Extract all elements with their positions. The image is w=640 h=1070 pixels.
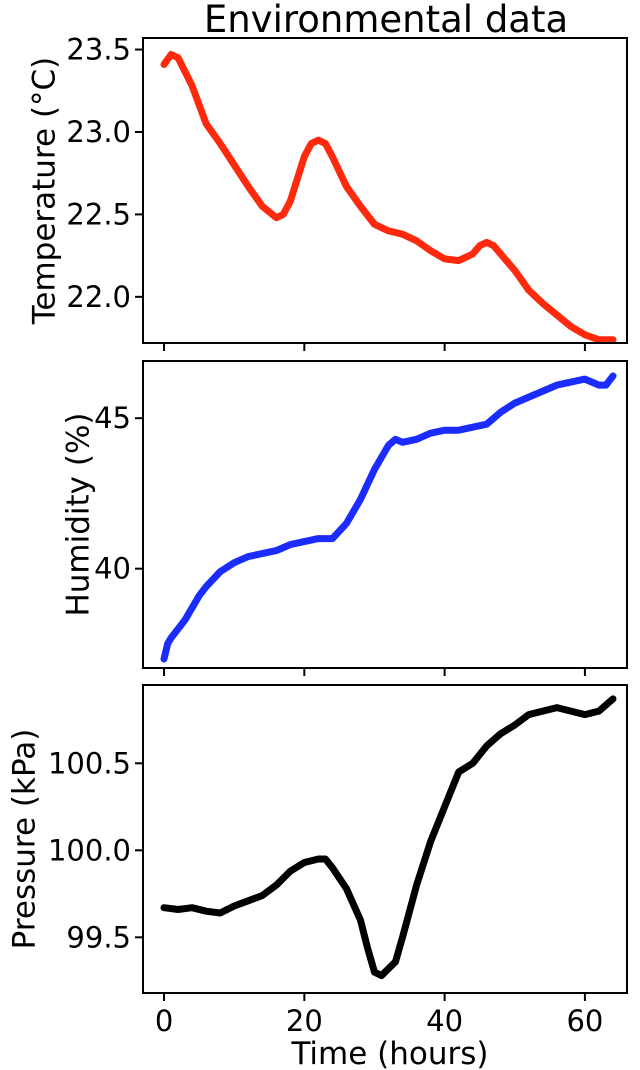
temperature-plot-frame xyxy=(142,37,628,344)
pressure-x-tick-label: 0 xyxy=(155,1004,173,1038)
pressure-y-tick-label: 100.5 xyxy=(48,746,131,780)
humidity-series-line xyxy=(160,372,617,663)
pressure-y-tick-label: 100.0 xyxy=(48,833,131,867)
temperature-y-tick-label: 23.0 xyxy=(66,115,131,149)
humidity-y-tick-label: 40 xyxy=(94,552,131,586)
x-axis-title: Time (hours) xyxy=(290,1036,488,1070)
pressure-series-line xyxy=(160,695,617,980)
humidity-y-axis-title: Humidity (%) xyxy=(61,412,97,616)
pressure-y-axis-title: Pressure (kPa) xyxy=(7,729,43,950)
temperature-y-tick-label: 22.0 xyxy=(66,280,131,314)
pressure-y-tick-label: 99.5 xyxy=(66,920,131,954)
temperature-y-axis-title: Temperature (°C) xyxy=(27,57,63,326)
humidity-plot-frame xyxy=(142,360,628,669)
temperature-series-line xyxy=(160,51,617,344)
pressure-plot-frame xyxy=(142,684,628,994)
pressure-x-tick-label: 40 xyxy=(426,1004,463,1038)
pressure-x-tick-label: 20 xyxy=(286,1004,323,1038)
temperature-y-tick-label: 23.5 xyxy=(66,33,131,67)
temperature-y-tick-label: 22.5 xyxy=(66,197,131,231)
pressure-x-tick-label: 60 xyxy=(566,1004,603,1038)
humidity-y-tick-label: 45 xyxy=(94,401,131,435)
figure-title: Environmental data xyxy=(204,0,568,41)
pressure-panel: 99.5 100.0 100.5 0 20 40 60 Pressure (kPa) xyxy=(7,684,628,1038)
